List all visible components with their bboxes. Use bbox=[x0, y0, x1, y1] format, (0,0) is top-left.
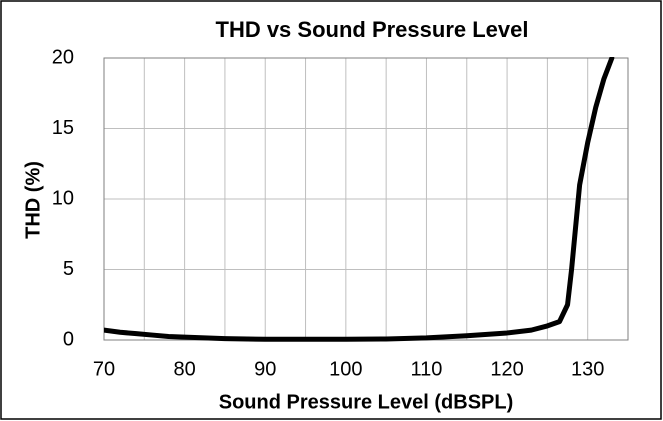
chart-title: THD vs Sound Pressure Level bbox=[216, 17, 529, 42]
y-tick-label: 0 bbox=[63, 328, 74, 350]
y-axis-label: THD (%) bbox=[22, 161, 44, 239]
x-tick-label: 100 bbox=[329, 358, 362, 380]
y-tick-label: 10 bbox=[52, 187, 74, 209]
y-tick-label: 20 bbox=[52, 46, 74, 68]
line-series bbox=[104, 57, 615, 342]
y-tick-label: 5 bbox=[63, 258, 74, 280]
x-tick-label: 120 bbox=[490, 358, 523, 380]
x-tick-label: 70 bbox=[93, 358, 115, 380]
y-tick-label: 15 bbox=[52, 117, 74, 139]
x-tick-label: 90 bbox=[254, 358, 276, 380]
x-tick-label: 110 bbox=[411, 358, 443, 380]
x-tick-label: 130 bbox=[571, 358, 604, 380]
x-axis-label: Sound Pressure Level (dBSPL) bbox=[219, 391, 514, 413]
x-tick-label: 80 bbox=[173, 358, 195, 380]
